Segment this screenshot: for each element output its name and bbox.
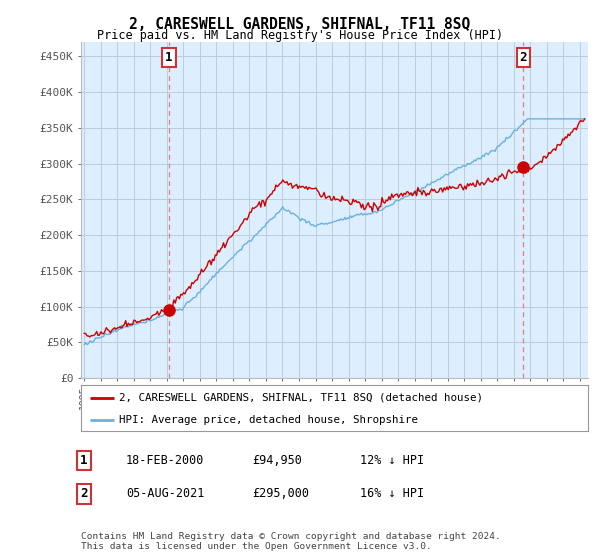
Text: 18-FEB-2000: 18-FEB-2000 (126, 454, 205, 467)
Text: 2: 2 (80, 487, 88, 501)
Text: HPI: Average price, detached house, Shropshire: HPI: Average price, detached house, Shro… (119, 415, 418, 424)
Text: Price paid vs. HM Land Registry's House Price Index (HPI): Price paid vs. HM Land Registry's House … (97, 29, 503, 42)
Text: Contains HM Land Registry data © Crown copyright and database right 2024.
This d: Contains HM Land Registry data © Crown c… (81, 532, 501, 552)
Text: 1: 1 (165, 51, 173, 64)
Text: 2: 2 (520, 51, 527, 64)
Text: 12% ↓ HPI: 12% ↓ HPI (360, 454, 424, 467)
Text: 16% ↓ HPI: 16% ↓ HPI (360, 487, 424, 501)
Text: 05-AUG-2021: 05-AUG-2021 (126, 487, 205, 501)
Text: £94,950: £94,950 (252, 454, 302, 467)
Text: 2, CARESWELL GARDENS, SHIFNAL, TF11 8SQ: 2, CARESWELL GARDENS, SHIFNAL, TF11 8SQ (130, 17, 470, 32)
Text: 1: 1 (80, 454, 88, 467)
Text: £295,000: £295,000 (252, 487, 309, 501)
Text: 2, CARESWELL GARDENS, SHIFNAL, TF11 8SQ (detached house): 2, CARESWELL GARDENS, SHIFNAL, TF11 8SQ … (119, 393, 483, 403)
